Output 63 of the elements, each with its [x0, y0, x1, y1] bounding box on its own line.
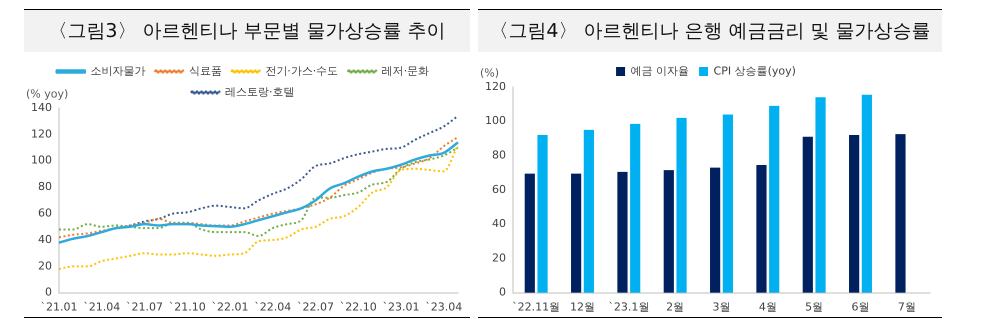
- y-tick-label: 100: [484, 114, 506, 128]
- legend-label: 소비자물가: [90, 64, 146, 78]
- chart-title: 〈그림3〉 아르헨티나 부문별 물가상승률 추이: [24, 10, 470, 52]
- x-tick-label: `22.11월: [512, 300, 560, 314]
- bar: [895, 134, 906, 293]
- y-tick-label: 20: [492, 251, 506, 264]
- x-tick-label: `21.10: [168, 300, 206, 314]
- x-tick-label: 3월: [712, 300, 730, 314]
- legend-label: 전기·가스·수도: [265, 64, 338, 78]
- x-tick-label: 7월: [898, 300, 916, 314]
- bar: [862, 94, 872, 293]
- bar: [524, 174, 535, 293]
- line-series: [58, 144, 459, 270]
- bar: [630, 124, 640, 293]
- x-tick-label: `23.01: [382, 300, 420, 314]
- bar: [815, 97, 826, 293]
- x-tick-label: 12월: [570, 300, 595, 314]
- legend-label: 레저·문화: [382, 64, 430, 78]
- legend-label: CPI 상승률(yoy): [714, 64, 796, 78]
- bar: [756, 165, 767, 293]
- x-tick-label: `21.04: [83, 300, 120, 314]
- y-tick-label: 100: [30, 154, 52, 167]
- x-tick-label: `22.10: [340, 300, 377, 314]
- bar: [802, 136, 813, 293]
- x-tick-label: `23.1월: [608, 300, 650, 314]
- x-tick-label: `23.04: [425, 300, 462, 314]
- x-tick-label: `22.04: [254, 300, 292, 314]
- y-tick-label: 40: [38, 232, 52, 246]
- bar: [584, 130, 594, 293]
- bar: [571, 174, 582, 293]
- y-tick-label: 80: [492, 148, 506, 162]
- x-tick-label: 2월: [666, 300, 684, 314]
- bar: [849, 135, 860, 293]
- y-axis-title: (% yoy): [26, 87, 68, 100]
- y-tick-label: 0: [498, 286, 506, 299]
- y-tick-label: 20: [38, 259, 52, 272]
- bar: [664, 170, 674, 293]
- bar: [676, 118, 687, 293]
- bar: [617, 172, 628, 293]
- legend-label: 레스토랑·호텔: [225, 85, 294, 98]
- x-tick-label: `21.01: [40, 300, 78, 314]
- y-tick-label: 40: [492, 217, 506, 230]
- y-tick-label: 120: [30, 127, 52, 140]
- y-tick-label: 80: [38, 180, 52, 194]
- x-tick-label: `22.07: [297, 300, 334, 314]
- y-tick-label: 60: [492, 182, 506, 196]
- legend-label: 식료품: [188, 64, 222, 78]
- legend-label: 예금 이자율: [630, 64, 690, 78]
- chart-title: 〈그림4〉 아르헨티나 은행 예금금리 및 물가상승률: [478, 10, 942, 52]
- y-tick-label: 120: [484, 80, 506, 93]
- y-tick-label: 60: [38, 206, 52, 220]
- x-tick-label: 4월: [758, 300, 777, 314]
- x-tick-label: 5월: [805, 300, 824, 314]
- bar: [537, 135, 548, 293]
- x-tick-label: `21.07: [126, 300, 163, 314]
- bar: [710, 168, 720, 293]
- y-tick-label: 140: [30, 100, 52, 114]
- bar: [769, 106, 780, 293]
- bar: [722, 114, 733, 293]
- x-tick-label: `22.01: [211, 300, 248, 314]
- y-tick-label: 0: [44, 286, 52, 299]
- x-tick-label: 6월: [852, 300, 870, 314]
- y-axis-title: (%): [480, 66, 500, 80]
